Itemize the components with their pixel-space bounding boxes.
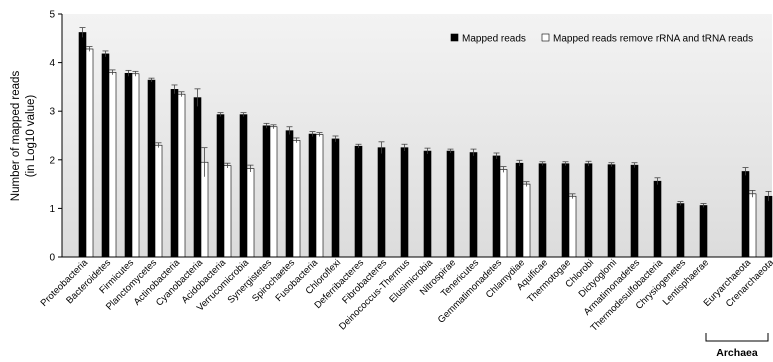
bar-mapped-reads-fibrobacteres xyxy=(377,147,386,258)
bar-mapped-reads-synergistetes xyxy=(262,125,271,258)
bar-mapped-reads-deferribacteres xyxy=(354,145,363,258)
bar-mapped-reads-remove-rrna-and-trna-reads-gemmatimonadetes xyxy=(499,169,508,258)
y-tick-label: 0 xyxy=(49,253,55,264)
legend-label-mapped-reads-remove: Mapped reads remove rRNA and tRNA reads xyxy=(553,34,753,45)
bar-mapped-reads-remove-rrna-and-trna-reads-firmicutes xyxy=(131,73,140,258)
bar-mapped-reads-remove-rrna-and-trna-reads-planctomycetes xyxy=(154,144,163,258)
legend: Mapped reads Mapped reads remove rRNA an… xyxy=(450,33,753,45)
bar-mapped-reads-acidobacteria xyxy=(216,114,225,258)
bar-mapped-reads-proteobacteria xyxy=(78,32,87,258)
bar-mapped-reads-remove-rrna-and-trna-reads-proteobacteria xyxy=(85,48,94,258)
bar-mapped-reads-euryarchaeota xyxy=(741,171,750,258)
legend-swatch-mapped-reads xyxy=(450,33,459,42)
bar-mapped-reads-bacteroidetes xyxy=(101,53,110,258)
bar-mapped-reads-deinococcus-thermus xyxy=(400,147,409,258)
bar-mapped-reads-planctomycetes xyxy=(147,79,156,258)
bar-mapped-reads-remove-rrna-and-trna-reads-euryarchaeota xyxy=(748,193,757,258)
legend-label-mapped-reads: Mapped reads xyxy=(462,34,526,45)
plot-background xyxy=(62,14,772,257)
archaea-group-label: Archaea xyxy=(716,347,758,359)
bar-mapped-reads-thermotogae xyxy=(561,163,570,258)
y-axis-label-line2: (in Log10 value) xyxy=(25,95,37,178)
y-tick-label: 5 xyxy=(49,10,55,21)
bar-mapped-reads-remove-rrna-and-trna-reads-synergistetes xyxy=(269,126,278,258)
bar-mapped-reads-remove-rrna-and-trna-reads-thermotogae xyxy=(568,195,577,258)
y-tick-label: 3 xyxy=(49,107,55,118)
bar-mapped-reads-remove-rrna-and-trna-reads-fusobacteria xyxy=(315,134,324,258)
bar-mapped-reads-remove-rrna-and-trna-reads-spirochaetes xyxy=(292,140,301,258)
bar-mapped-reads-chrysiogenetes xyxy=(676,203,685,258)
bar-mapped-reads-aquificae xyxy=(538,163,547,258)
bar-mapped-reads-firmicutes xyxy=(124,72,133,258)
y-tick-label: 1 xyxy=(49,204,55,215)
bar-mapped-reads-remove-rrna-and-trna-reads-bacteroidetes xyxy=(108,72,117,258)
bar-mapped-reads-verrucomicrobia xyxy=(239,114,248,258)
archaea-bracket xyxy=(705,333,769,342)
bar-mapped-reads-crenarchaeota xyxy=(764,195,773,258)
bar-mapped-reads-armatimonadetes xyxy=(630,164,639,258)
bar-mapped-reads-remove-rrna-and-trna-reads-acidobacteria xyxy=(223,165,232,258)
bar-mapped-reads-spirochaetes xyxy=(285,130,294,258)
x-axis: ProteobacteriaBacteroidetesFirmicutesPla… xyxy=(39,256,773,334)
bar-mapped-reads-remove-rrna-and-trna-reads-actinobacteria xyxy=(177,93,186,258)
bar-mapped-reads-remove-rrna-and-trna-reads-chlamydiae xyxy=(522,183,531,258)
y-tick-label: 4 xyxy=(49,58,55,69)
bar-mapped-reads-elusimicrobia xyxy=(423,150,432,258)
bar-mapped-reads-chlamydiae xyxy=(515,162,524,258)
bar-mapped-reads-nitrospirae xyxy=(446,150,455,258)
bar-mapped-reads-fusobacteria xyxy=(308,133,317,258)
y-axis: 0 1 2 3 4 5 xyxy=(49,10,63,264)
bar-mapped-reads-gemmatimonadetes xyxy=(492,155,501,258)
bar-mapped-reads-actinobacteria xyxy=(170,89,179,258)
y-axis-label-line1: Number of mapped reads xyxy=(10,71,22,202)
bar-mapped-reads-cyanobacteria xyxy=(193,97,202,258)
bar-mapped-reads-thermodesulfobacteria xyxy=(653,180,662,258)
bar-mapped-reads-remove-rrna-and-trna-reads-verrucomicrobia xyxy=(246,168,255,258)
bar-mapped-reads-chlorobi xyxy=(584,163,593,258)
bar-mapped-reads-chloroflexi xyxy=(331,138,340,258)
bar-mapped-reads-dictyoglomi xyxy=(607,164,616,258)
y-tick-label: 2 xyxy=(49,155,55,166)
bar-mapped-reads-tenericutes xyxy=(469,152,478,258)
bar-mapped-reads-lentisphaerae xyxy=(699,205,708,258)
legend-swatch-mapped-reads-remove xyxy=(541,33,550,42)
